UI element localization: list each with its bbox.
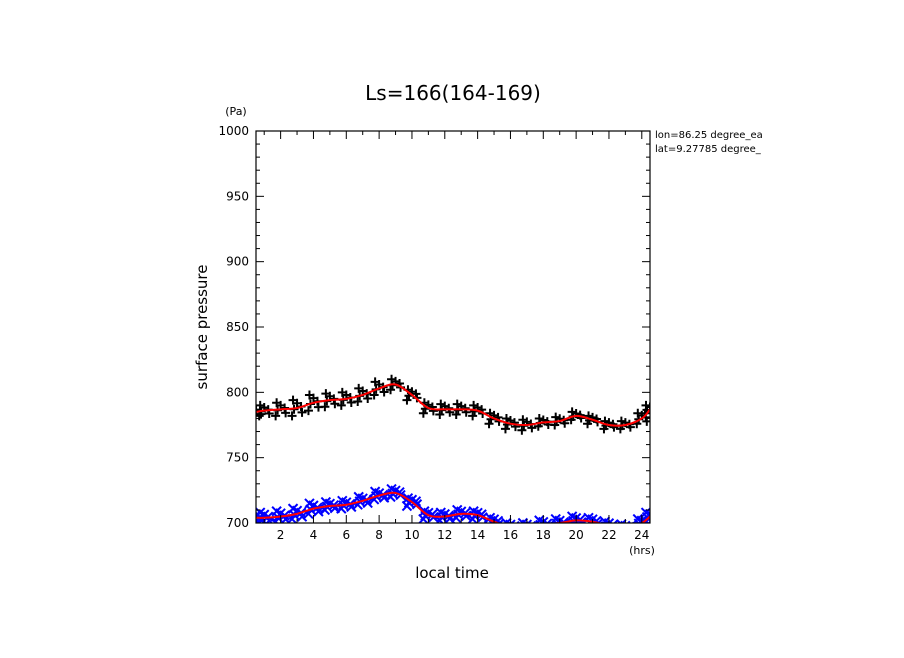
plus-marker [256, 405, 261, 415]
cross-marker [271, 506, 282, 517]
plus-marker [551, 412, 561, 422]
plus-marker [320, 402, 330, 412]
x-tick-label: 8 [375, 528, 383, 542]
plot-marks [247, 374, 660, 537]
x-axis-label: local time [415, 564, 489, 582]
x-tick-label: 22 [601, 528, 616, 542]
cross-marker [519, 522, 529, 523]
plus-marker [297, 407, 307, 417]
x-tick-label: 2 [277, 528, 285, 542]
cross-marker [287, 503, 299, 514]
chart-title: Ls=166(164-169) [365, 81, 541, 105]
cross-marker [616, 519, 627, 523]
plus-marker [484, 419, 494, 429]
x-tick-label: 10 [404, 528, 419, 542]
plus-marker [337, 387, 347, 397]
cross-marker [517, 517, 529, 523]
cross-marker [618, 524, 627, 533]
plot-inner [247, 374, 660, 537]
plus-marker [501, 413, 511, 423]
x-tick-label: 6 [342, 528, 350, 542]
plus-marker [518, 415, 528, 425]
cross-marker [353, 491, 364, 503]
cross-marker [517, 526, 526, 535]
cross-marker [534, 515, 545, 523]
cross-marker [616, 528, 625, 537]
plus-marker [256, 407, 257, 410]
plus-marker [303, 406, 313, 416]
cross-marker [501, 517, 512, 523]
x-tick-label: 16 [503, 528, 518, 542]
plus-marker [370, 377, 380, 387]
plus-marker [418, 408, 428, 418]
plus-marker [272, 398, 282, 408]
plus-marker [500, 424, 510, 434]
x-tick-label: 18 [536, 528, 551, 542]
y-tick-label: 950 [226, 189, 249, 203]
cross-marker [320, 496, 332, 508]
plus-marker [288, 395, 298, 405]
x-tick-label: 4 [310, 528, 318, 542]
plus-marker [247, 411, 256, 420]
y-unit-label: (Pa) [225, 105, 246, 118]
plus-marker [651, 407, 660, 416]
plus-marker [452, 399, 462, 409]
plus-marker [321, 389, 331, 399]
plus-marker [387, 374, 397, 384]
x-tick-label: 24 [634, 528, 649, 542]
plus-marker [534, 413, 544, 423]
cross-marker [648, 510, 650, 521]
cross-marker [337, 495, 348, 506]
annotation-lat: lat=9.27785 degree_ [655, 144, 762, 155]
plus-marker [402, 395, 412, 405]
y-tick-label: 900 [226, 255, 249, 269]
x-tick-label: 12 [437, 528, 452, 542]
y-tick-label: 850 [226, 320, 249, 334]
cross-marker [304, 498, 315, 509]
annotation-lon: lon=86.25 degree_ea [655, 130, 763, 141]
plus-marker [567, 407, 577, 417]
plus-marker [649, 407, 650, 410]
plus-marker [616, 416, 626, 426]
y-tick-label: 1000 [218, 124, 249, 138]
plus-marker [271, 411, 281, 421]
cross-marker [550, 513, 561, 523]
x-tick-label: 20 [568, 528, 583, 542]
y-tick-label: 800 [226, 385, 249, 399]
y-tick-label: 750 [226, 451, 249, 465]
cross-marker [549, 521, 560, 523]
plus-marker [436, 399, 446, 409]
plus-marker [469, 400, 479, 410]
x-unit-label: (hrs) [629, 544, 655, 557]
cross-marker [599, 516, 611, 523]
cross-marker [624, 522, 634, 523]
fit-line-1 [256, 491, 650, 523]
plus-marker [354, 383, 364, 393]
series-0 [247, 374, 660, 435]
plus-marker [304, 390, 314, 400]
x-tick-label: 14 [470, 528, 485, 542]
cross-marker [649, 514, 650, 523]
plus-marker [369, 390, 379, 400]
plot-frame [255, 130, 651, 524]
plus-marker [435, 410, 445, 420]
cross-marker [369, 486, 381, 497]
fit-line-0 [256, 383, 650, 427]
plus-marker [287, 411, 297, 421]
plus-marker [336, 400, 346, 410]
y-axis-label: surface pressure [193, 265, 211, 390]
plus-marker [386, 385, 396, 395]
y-tick-label: 700 [226, 516, 249, 530]
plus-marker [353, 396, 363, 406]
